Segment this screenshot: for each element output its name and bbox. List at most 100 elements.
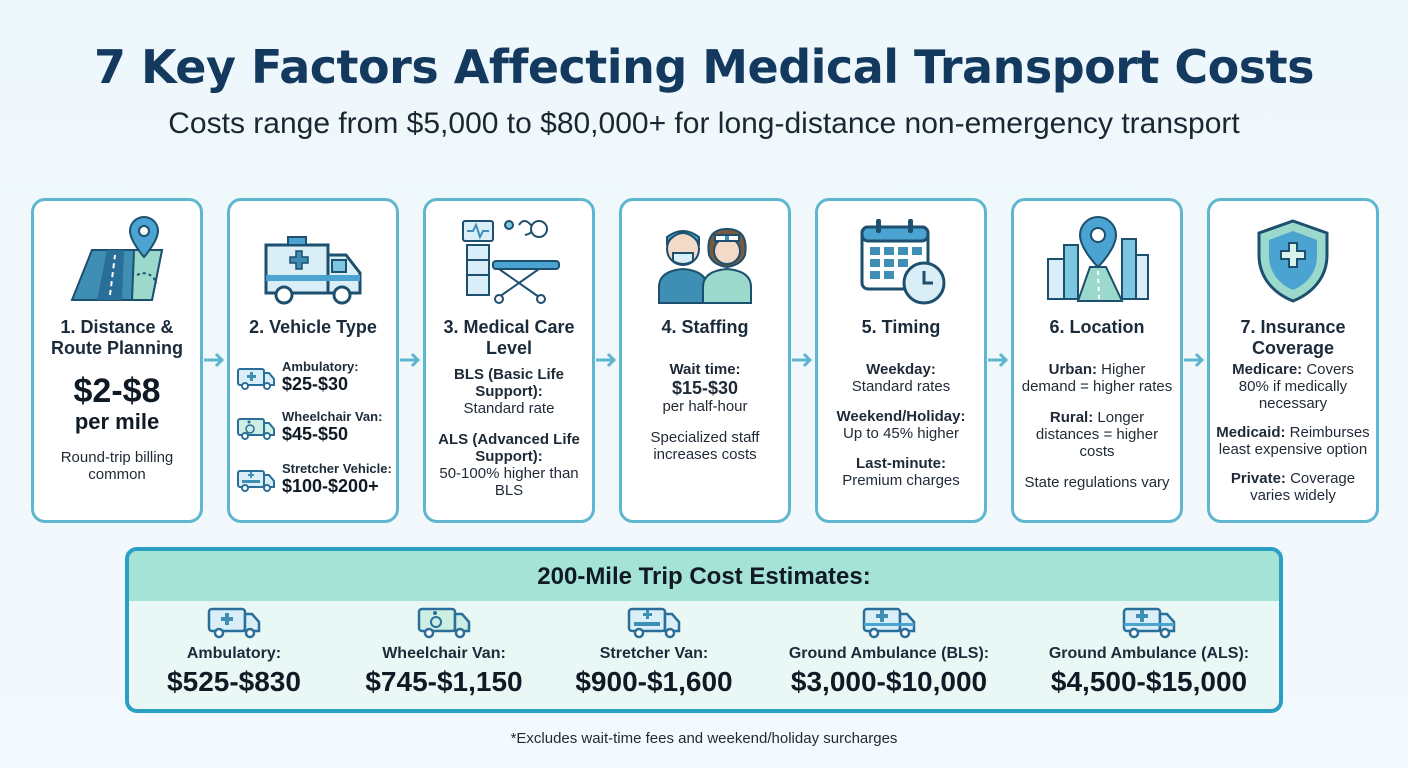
weekday-heading: Weekday:	[866, 361, 936, 378]
ambulance-icon	[230, 215, 396, 315]
card-title: 1. Distance & Route Planning	[51, 317, 183, 358]
estimate-label: Ground Ambulance (ALS):	[1048, 645, 1250, 662]
card-title: 3. Medical Care Level	[443, 317, 575, 358]
footnote: *Excludes wait-time fees and weekend/hol…	[510, 730, 898, 747]
estimate-wheelchair: Wheelchair Van: $745-$1,150	[324, 603, 564, 698]
price-unit: per mile	[74, 409, 160, 434]
als-text: 50-100% higher than BLS	[439, 465, 579, 499]
vehicle-row-stretcher: Stretcher Vehicle: $100-$200+	[236, 461, 392, 505]
price-range: $2-$8	[73, 372, 161, 410]
ambulance-bls-icon	[862, 607, 916, 639]
vehicle-label: Ambulatory:	[282, 359, 359, 374]
card-title: 4. Staffing	[661, 317, 749, 337]
map-pin-road-icon	[34, 215, 200, 315]
card-body: Wait time: $15-$30 per half-hour Special…	[628, 361, 782, 463]
wait-unit: per half-hour	[662, 398, 748, 415]
ambulance-als-icon	[1122, 607, 1176, 639]
estimate-value: $900-$1,600	[575, 666, 733, 697]
ambulatory-van-icon	[207, 607, 261, 639]
rural-description: Longer distances = higher costs	[1035, 409, 1159, 460]
urban-text: Urban: Higher demand = higher rates	[1020, 361, 1174, 395]
card-title: 2. Vehicle Type	[249, 317, 377, 337]
als-heading: ALS (Advanced Life Support):	[438, 431, 580, 465]
factor-card-location: 6. Location Urban: Higher demand = highe…	[1011, 198, 1183, 523]
weekday-text: Standard rates	[851, 378, 951, 395]
rural-heading: Rural:	[1049, 409, 1094, 426]
card-body: $2-$8 per mile Round-trip billing common	[40, 373, 194, 483]
card-body: Urban: Higher demand = higher rates Rura…	[1020, 361, 1174, 491]
vehicle-price: $100-$200+	[282, 476, 379, 496]
card-body: Medicare: Covers 80% if medically necess…	[1216, 361, 1370, 504]
calendar-clock-icon	[818, 215, 984, 315]
estimate-value: $525-$830	[167, 666, 301, 697]
wait-heading: Wait time:	[669, 361, 741, 378]
card-note: State regulations vary	[1024, 474, 1170, 491]
medicaid-text: Medicaid: Reimburses least expensive opt…	[1216, 424, 1370, 458]
medicare-heading: Medicare:	[1232, 361, 1303, 378]
card-body: Weekday: Standard rates Weekend/Holiday:…	[824, 361, 978, 489]
private-text: Private: Coverage varies widely	[1216, 470, 1370, 504]
trip-estimates-panel: 200-Mile Trip Cost Estimates: Ambulatory…	[125, 547, 1283, 713]
estimate-value: $3,000-$10,000	[790, 666, 988, 697]
estimate-value: $4,500-$15,000	[1050, 666, 1248, 697]
weekend-heading: Weekend/Holiday:	[836, 408, 966, 425]
estimate-ambulatory: Ambulatory: $525-$830	[129, 603, 354, 698]
lastminute-text: Premium charges	[842, 472, 960, 489]
estimates-title: 200-Mile Trip Cost Estimates:	[129, 551, 1279, 601]
factor-card-timing: 5. Timing Weekday: Standard rates Weeken…	[815, 198, 987, 523]
lastminute-heading: Last-minute:	[856, 455, 946, 472]
vehicle-price: $45-$50	[282, 424, 349, 444]
card-note: Round-trip billing common	[60, 449, 174, 483]
card-title: 7. Insurance Coverage	[1240, 317, 1346, 358]
medicaid-description: Reimburses least expensive option	[1218, 424, 1370, 458]
stretcher-vehicle-icon	[237, 470, 275, 492]
wheelchair-van-icon	[237, 418, 275, 440]
arrow-right-icon	[596, 352, 617, 368]
arrow-right-icon	[792, 352, 813, 368]
shield-cross-icon	[1210, 215, 1376, 315]
estimate-label: Ambulatory:	[186, 645, 282, 662]
vehicle-label: Wheelchair Van:	[282, 409, 383, 424]
bls-text: Standard rate	[463, 400, 555, 417]
vehicle-row-ambulatory: Ambulatory: $25-$30	[236, 359, 392, 403]
bls-heading: BLS (Basic Life Support):	[453, 366, 565, 400]
arrow-right-icon	[400, 352, 421, 368]
stretcher-van-icon	[627, 607, 681, 639]
urban-heading: Urban:	[1048, 361, 1097, 378]
card-title: 6. Location	[1049, 317, 1145, 337]
vehicle-price: $25-$30	[282, 374, 349, 394]
estimate-label: Stretcher Van:	[599, 645, 709, 662]
rural-text: Rural: Longer distances = higher costs	[1020, 409, 1174, 460]
wait-price: $15-$30	[671, 378, 739, 398]
factor-card-insurance: 7. Insurance Coverage Medicare: Covers 8…	[1207, 198, 1379, 523]
estimate-label: Ground Ambulance (BLS):	[788, 645, 990, 662]
factor-card-vehicle: 2. Vehicle Type Ambulatory: $25-$30 Whee…	[227, 198, 399, 523]
estimate-stretcher: Stretcher Van: $900-$1,600	[534, 603, 774, 698]
urban-description: Higher demand = higher rates	[1021, 361, 1173, 395]
arrow-right-icon	[988, 352, 1009, 368]
page-subtitle: Costs range from $5,000 to $80,000+ for …	[168, 107, 1240, 140]
page-title: 7 Key Factors Affecting Medical Transpor…	[93, 40, 1315, 94]
estimate-label: Wheelchair Van:	[382, 645, 506, 662]
estimate-ambulance-als: Ground Ambulance (ALS): $4,500-$15,000	[1029, 603, 1269, 698]
card-body: BLS (Basic Life Support): Standard rate …	[432, 366, 586, 499]
medicare-text: Medicare: Covers 80% if medically necess…	[1216, 361, 1370, 412]
estimate-ambulance-bls: Ground Ambulance (BLS): $3,000-$10,000	[769, 603, 1009, 698]
private-heading: Private:	[1230, 470, 1286, 487]
card-note: Specialized staff increases costs	[650, 429, 760, 463]
arrow-right-icon	[1184, 352, 1205, 368]
factor-card-care-level: 3. Medical Care Level BLS (Basic Life Su…	[423, 198, 595, 523]
city-pin-icon	[1014, 215, 1180, 315]
wheelchair-van-icon	[417, 607, 471, 639]
medicare-description: Covers 80% if medically necessary	[1238, 361, 1354, 412]
estimate-value: $745-$1,150	[365, 666, 523, 697]
factor-card-staffing: 4. Staffing Wait time: $15-$30 per half-…	[619, 198, 791, 523]
arrow-right-icon	[204, 352, 225, 368]
factor-card-distance: 1. Distance & Route Planning $2-$8 per m…	[31, 198, 203, 523]
medicaid-heading: Medicaid:	[1216, 424, 1286, 441]
medical-staff-icon	[622, 215, 788, 315]
ambulatory-van-icon	[237, 368, 275, 390]
medical-equipment-icon	[426, 215, 592, 315]
private-description: Coverage varies widely	[1250, 470, 1356, 504]
weekend-text: Up to 45% higher	[843, 425, 959, 442]
